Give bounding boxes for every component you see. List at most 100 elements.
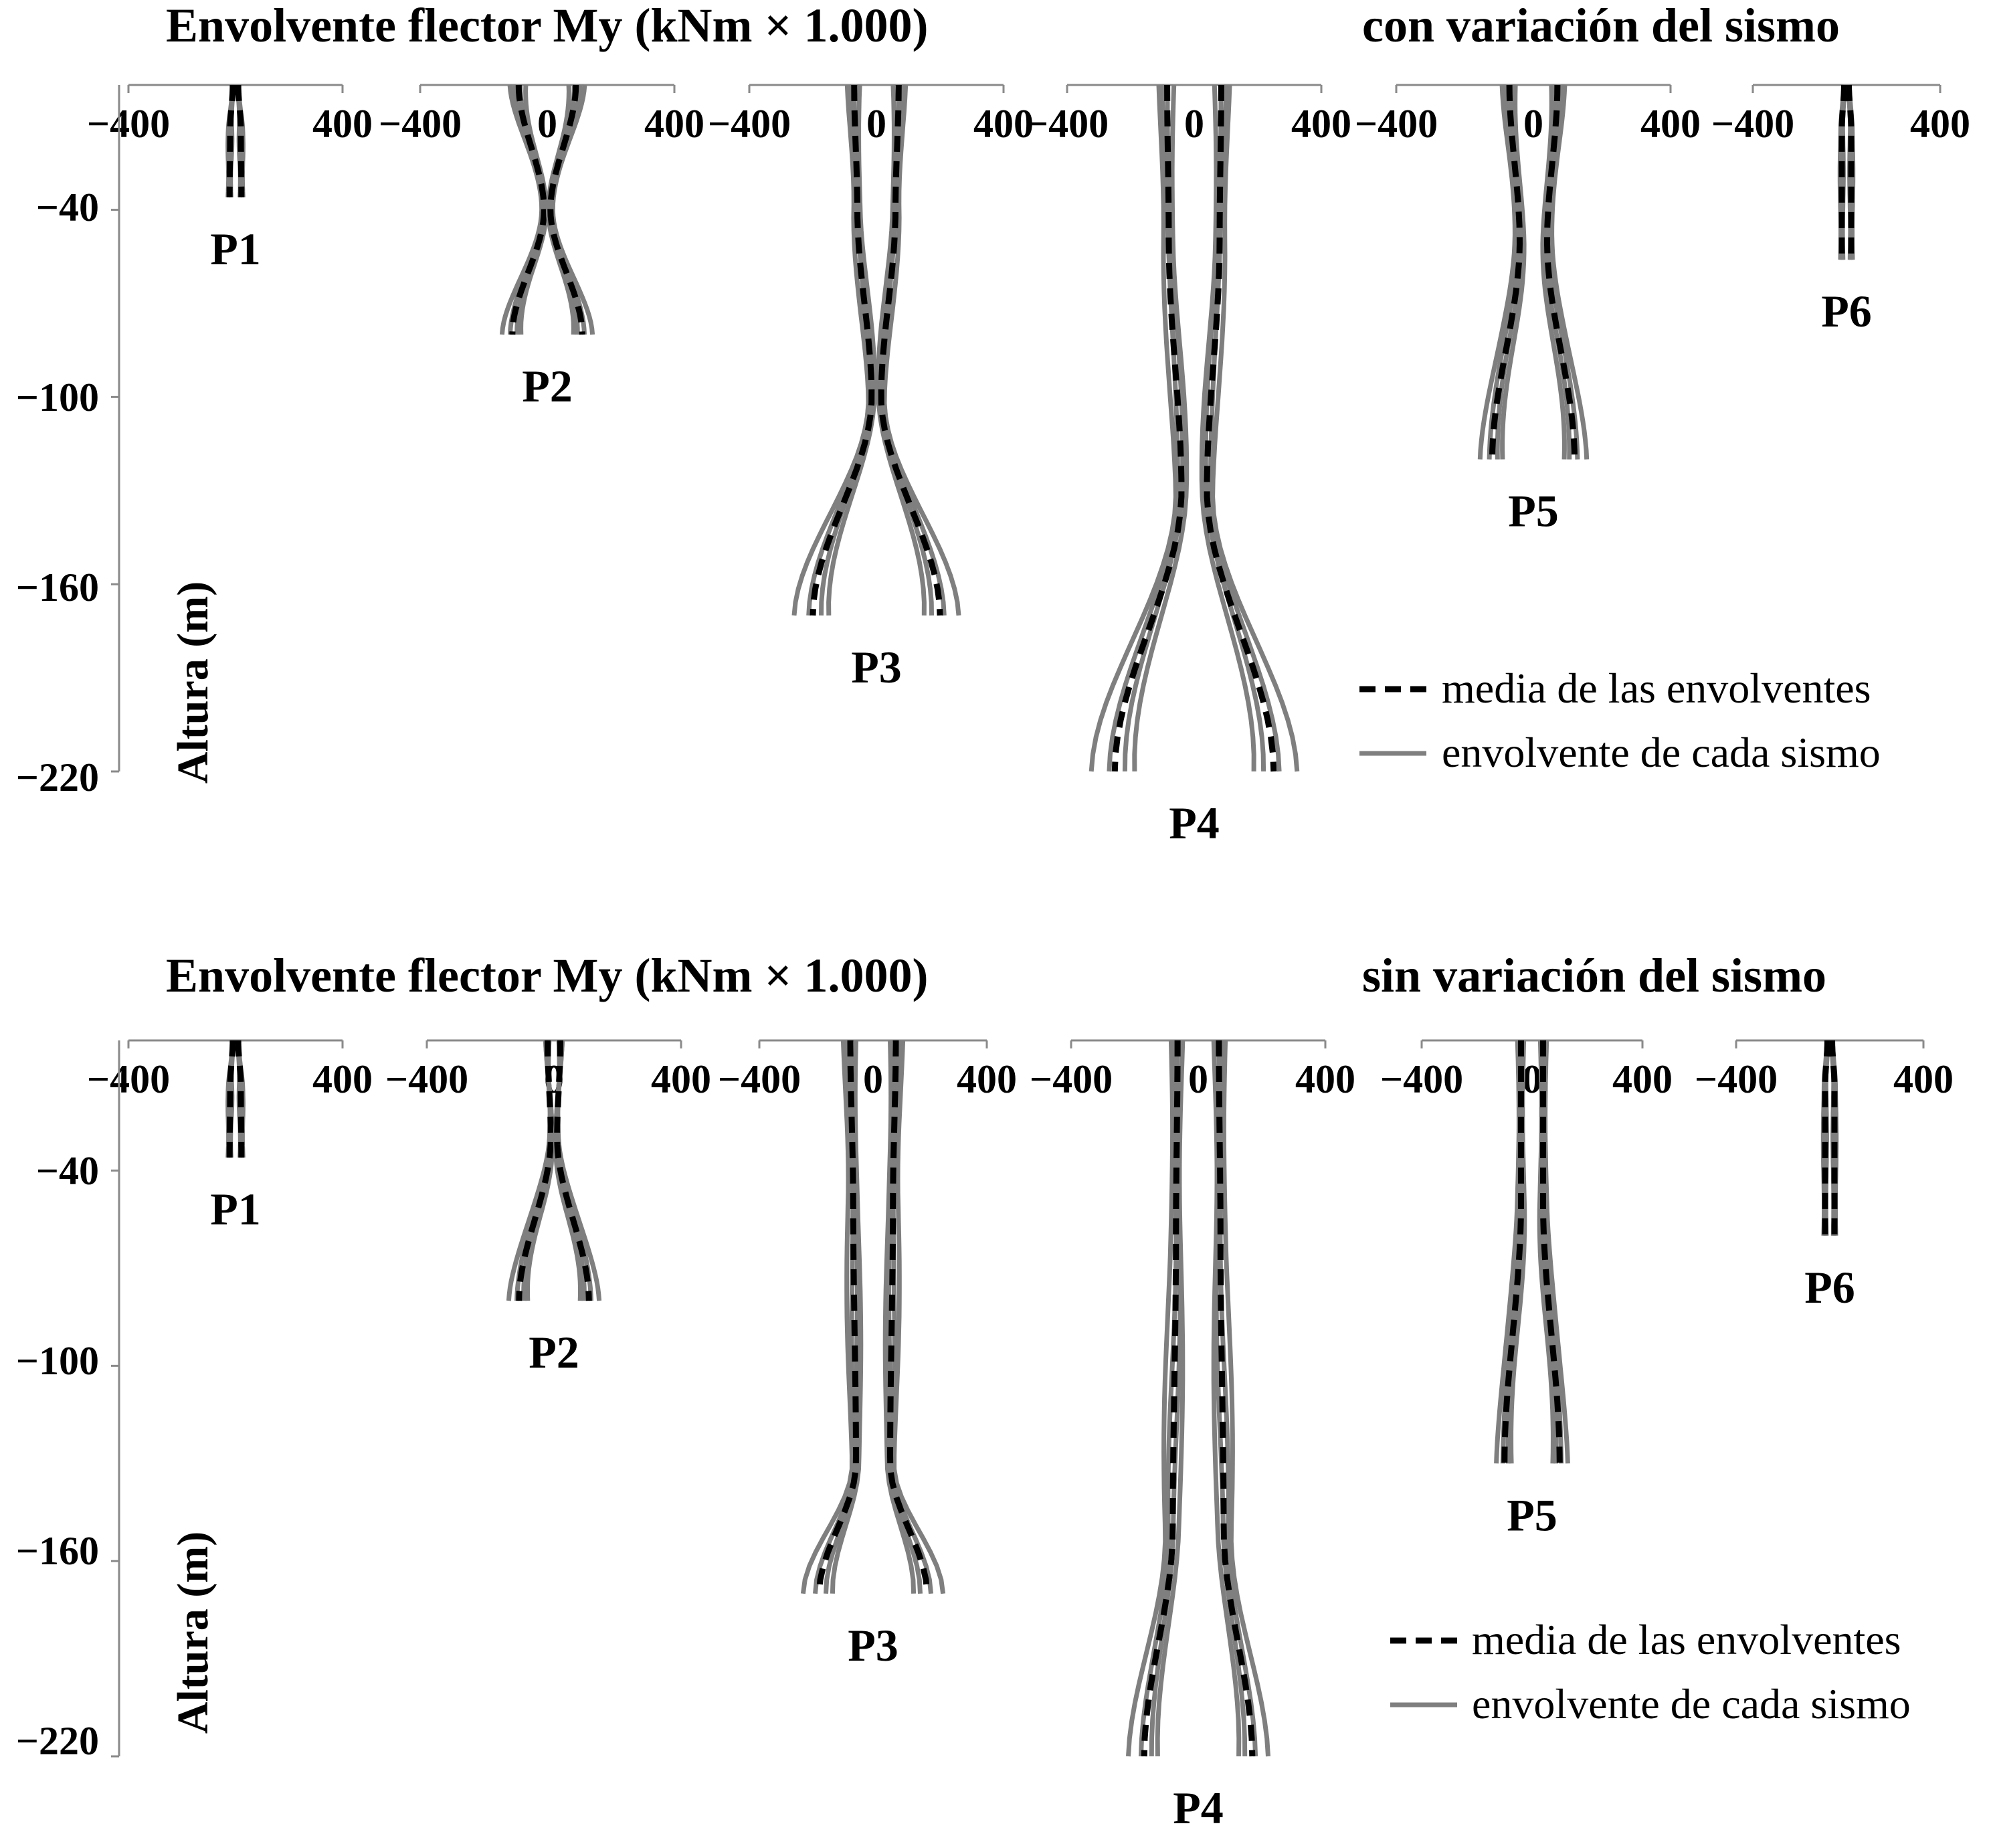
mean-envelope-line bbox=[1141, 1040, 1181, 1757]
y-tick-label: −40 bbox=[36, 185, 99, 229]
mean-envelope-line bbox=[226, 1040, 236, 1158]
envelope-line bbox=[1132, 84, 1190, 772]
x-tick-label: 400 bbox=[1295, 1057, 1355, 1101]
panel-title-right: con variación del sismo bbox=[1362, 0, 1840, 52]
mean-envelope-line bbox=[554, 1040, 592, 1301]
mean-envelope-line bbox=[509, 84, 547, 335]
panel-sin-variacion: Envolvente flector My (kNm × 1.000) sin … bbox=[16, 949, 1954, 1833]
pile-p1: −400 400 P1 bbox=[87, 84, 373, 274]
y-tick-label: −100 bbox=[16, 1339, 99, 1383]
mean-envelope-line bbox=[1838, 84, 1847, 260]
pile-label: P1 bbox=[210, 1184, 261, 1234]
envelope-line bbox=[892, 1040, 946, 1594]
pile-label: P3 bbox=[848, 1620, 898, 1671]
envelope-line bbox=[1210, 84, 1300, 772]
envelope-line bbox=[1500, 84, 1527, 460]
mean-envelope-line bbox=[1822, 1040, 1830, 1236]
mean-envelope-line bbox=[816, 1040, 860, 1594]
envelope-line bbox=[506, 1040, 553, 1301]
pile-label: P2 bbox=[529, 1327, 579, 1378]
pile-p6: −400 400 P6 bbox=[1695, 1039, 1954, 1313]
pile-p6: −400 400 P6 bbox=[1711, 84, 1970, 337]
mean-envelope-line bbox=[516, 1040, 554, 1301]
y-tick-label: −220 bbox=[16, 755, 99, 800]
legend: media de las envolventes envolvente de c… bbox=[1359, 664, 1881, 776]
pile-label: P4 bbox=[1173, 1782, 1224, 1833]
x-tick-label: 400 bbox=[973, 102, 1034, 146]
x-tick-label: −400 bbox=[1030, 1057, 1113, 1101]
mean-envelope-line bbox=[1216, 1040, 1256, 1757]
x-tick-label: −400 bbox=[1026, 102, 1109, 146]
mean-envelope-line bbox=[235, 1040, 245, 1158]
legend-mean-label: media de las envolventes bbox=[1442, 664, 1871, 712]
x-tick-label: 0 bbox=[1188, 1057, 1208, 1101]
x-tick-label: 0 bbox=[537, 102, 557, 146]
pile-p4: −400 400 0 P4 bbox=[1030, 1039, 1355, 1833]
x-tick-label: −400 bbox=[385, 1057, 468, 1101]
x-tick-label: −400 bbox=[1711, 102, 1794, 146]
pile-label: P4 bbox=[1169, 798, 1220, 848]
mean-envelope-line bbox=[878, 84, 943, 616]
mean-envelope-line bbox=[1543, 84, 1578, 460]
x-tick-label: −400 bbox=[1380, 1057, 1463, 1101]
x-tick-label: 400 bbox=[1291, 102, 1351, 146]
x-tick-label: 0 bbox=[1523, 102, 1543, 146]
mean-envelope-line bbox=[1111, 84, 1185, 772]
pile-label: P6 bbox=[1821, 286, 1872, 337]
y-tick-label: −160 bbox=[16, 1529, 99, 1573]
x-tick-label: 400 bbox=[1640, 102, 1701, 146]
pile-label: P1 bbox=[210, 223, 261, 274]
envelope-line bbox=[882, 84, 961, 616]
mean-envelope-line bbox=[1489, 84, 1523, 460]
legend-mean-label: media de las envolventes bbox=[1472, 1616, 1901, 1663]
x-tick-label: −400 bbox=[379, 102, 462, 146]
panel-title-left: Envolvente flector My (kNm × 1.000) bbox=[166, 949, 928, 1002]
panel-con-variacion: Envolvente flector My (kNm × 1.000) con … bbox=[16, 0, 1970, 848]
x-tick-label: −400 bbox=[1695, 1057, 1778, 1101]
envelope-line bbox=[1494, 1040, 1521, 1464]
y-axis-label: Altura (m) bbox=[169, 1532, 217, 1734]
y-axis-label: Altura (m) bbox=[169, 581, 217, 783]
x-tick-label: 400 bbox=[1612, 1057, 1673, 1101]
pile-label: P2 bbox=[522, 361, 573, 411]
x-tick-label: −400 bbox=[87, 102, 170, 146]
x-tick-label: 400 bbox=[312, 1057, 373, 1101]
mean-envelope-line bbox=[1501, 1040, 1524, 1464]
envelope-line bbox=[800, 1040, 854, 1594]
pile-p3: −400 400 0 P3 bbox=[718, 1039, 1017, 1671]
mean-envelope-line bbox=[1204, 84, 1277, 772]
mean-envelope-line bbox=[1846, 84, 1855, 260]
y-tick-label: −100 bbox=[16, 375, 99, 420]
envelope-line bbox=[1543, 1040, 1570, 1464]
x-tick-label: 400 bbox=[1893, 1057, 1954, 1101]
envelope-line bbox=[1088, 84, 1178, 772]
panel-title-left: Envolvente flector My (kNm × 1.000) bbox=[166, 0, 928, 52]
x-tick-label: 400 bbox=[957, 1057, 1017, 1101]
pile-p4: −400 400 0 P4 bbox=[1026, 84, 1351, 848]
legend-envelope-label: envolvente de cada sismo bbox=[1472, 1680, 1911, 1728]
envelope-line bbox=[1549, 84, 1590, 460]
envelope-line bbox=[1221, 1040, 1270, 1757]
x-tick-label: −400 bbox=[718, 1057, 801, 1101]
envelope-line bbox=[830, 1040, 864, 1594]
pile-label: P3 bbox=[851, 642, 902, 692]
mean-envelope-line bbox=[547, 84, 585, 335]
y-tick-label: −160 bbox=[16, 565, 99, 610]
x-tick-label: −400 bbox=[1355, 102, 1438, 146]
x-tick-label: −400 bbox=[708, 102, 791, 146]
envelope-line bbox=[1540, 84, 1567, 460]
x-tick-label: 0 bbox=[863, 1057, 883, 1101]
legend-envelope-label: envolvente de cada sismo bbox=[1442, 729, 1881, 776]
envelope-line bbox=[1126, 1040, 1175, 1757]
x-tick-label: −400 bbox=[87, 1057, 170, 1101]
pile-p1: −400 400 P1 bbox=[87, 1039, 373, 1234]
mean-envelope-line bbox=[810, 84, 875, 616]
x-tick-label: 0 bbox=[866, 102, 886, 146]
